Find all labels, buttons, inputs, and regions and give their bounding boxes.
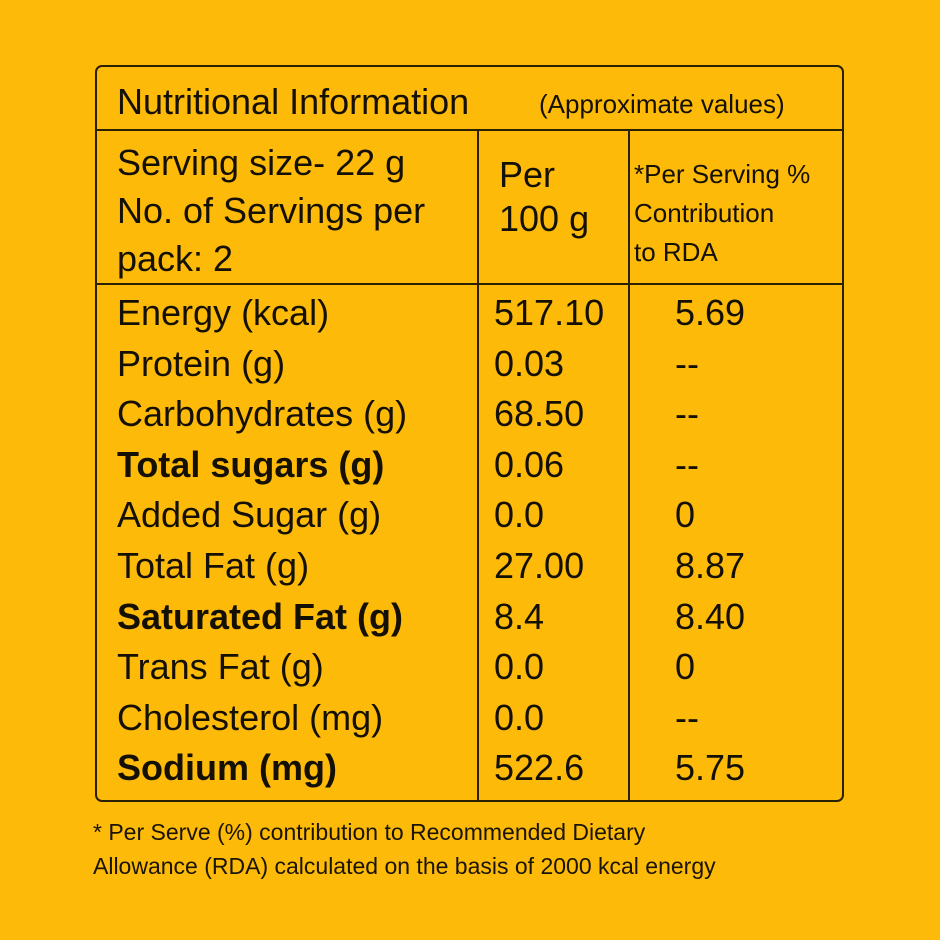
nutrient-per-100g: 522.6 bbox=[494, 747, 585, 789]
nutrient-rda: -- bbox=[675, 443, 699, 485]
nutrient-rda: -- bbox=[675, 696, 699, 738]
nutrient-name: Cholesterol (mg) bbox=[117, 696, 384, 738]
nutrient-per-100g: 0.0 bbox=[494, 494, 545, 536]
nutrient-name: Protein (g) bbox=[117, 342, 286, 384]
table-title: Nutritional Information bbox=[117, 81, 470, 122]
nutrient-per-100g: 0.03 bbox=[494, 342, 565, 384]
table-subtitle: (Approximate values) bbox=[539, 89, 785, 119]
nutrient-name: Total sugars (g) bbox=[117, 443, 385, 485]
nutrient-name: Energy (kcal) bbox=[117, 292, 330, 333]
column-divider-2 bbox=[628, 129, 630, 800]
nutrient-per-100g: 68.50 bbox=[494, 393, 585, 435]
nutrient-name: Total Fat (g) bbox=[117, 544, 310, 586]
nutrient-rda: 5.75 bbox=[675, 747, 746, 789]
header-divider bbox=[97, 283, 842, 285]
nutrient-name: Sodium (mg) bbox=[117, 747, 337, 789]
table-row: Energy (kcal) 517.10 5.69 bbox=[97, 288, 842, 339]
nutrient-per-100g: 0.06 bbox=[494, 443, 565, 485]
nutrient-rows: Energy (kcal) 517.10 5.69 Protein (g) 0.… bbox=[97, 288, 842, 794]
table-row: Total Fat (g) 27.00 8.87 bbox=[97, 541, 842, 592]
nutrient-rda: 8.87 bbox=[675, 544, 746, 586]
table-row: Total sugars (g) 0.06 -- bbox=[97, 440, 842, 491]
nutrient-rda: 8.40 bbox=[675, 595, 746, 637]
column-header-per-100g: Per 100 g bbox=[499, 154, 590, 239]
nutrient-rda: -- bbox=[675, 393, 699, 435]
nutrient-per-100g: 0.0 bbox=[494, 696, 545, 738]
nutrient-per-100g: 517.10 bbox=[494, 292, 605, 333]
title-divider bbox=[97, 129, 842, 131]
nutrient-rda: 5.69 bbox=[675, 292, 746, 333]
table-row: Protein (g) 0.03 -- bbox=[97, 339, 842, 390]
table-row: Added Sugar (g) 0.0 0 bbox=[97, 490, 842, 541]
serving-info: Serving size- 22 g No. of Servings per p… bbox=[117, 142, 426, 279]
nutrient-name: Saturated Fat (g) bbox=[117, 595, 404, 637]
column-header-rda: *Per Serving % Contribution to RDA bbox=[634, 159, 811, 267]
nutrient-name: Added Sugar (g) bbox=[117, 494, 382, 536]
nutrient-rda: 0 bbox=[675, 494, 696, 536]
nutrition-table: Nutritional Information (Approximate val… bbox=[95, 65, 844, 802]
table-row: Saturated Fat (g) 8.4 8.40 bbox=[97, 592, 842, 643]
nutrient-rda: 0 bbox=[675, 646, 696, 688]
nutrient-per-100g: 27.00 bbox=[494, 544, 585, 586]
nutrient-per-100g: 0.0 bbox=[494, 646, 545, 688]
nutrient-rda: -- bbox=[675, 342, 699, 384]
nutrient-name: Carbohydrates (g) bbox=[117, 393, 408, 435]
rda-footnote: * Per Serve (%) contribution to Recommen… bbox=[93, 819, 716, 879]
nutrient-per-100g: 8.4 bbox=[494, 595, 545, 637]
table-row: Cholesterol (mg) 0.0 -- bbox=[97, 693, 842, 744]
nutrient-name: Trans Fat (g) bbox=[117, 646, 324, 688]
table-row: Sodium (mg) 522.6 5.75 bbox=[97, 743, 842, 794]
table-row: Trans Fat (g) 0.0 0 bbox=[97, 642, 842, 693]
column-divider-1 bbox=[477, 129, 479, 800]
table-row: Carbohydrates (g) 68.50 -- bbox=[97, 389, 842, 440]
